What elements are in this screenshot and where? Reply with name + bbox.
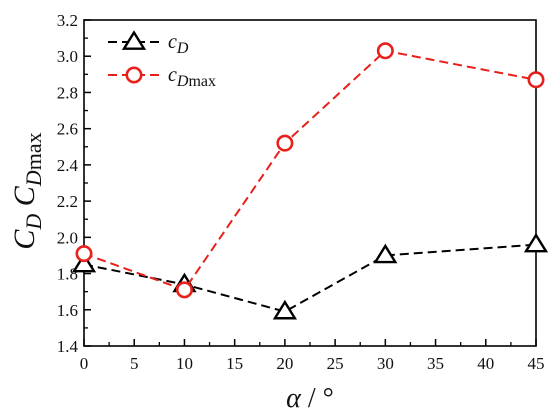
y-tick-label: 1.8 — [57, 265, 78, 284]
x-axis-title: α / ° — [286, 383, 334, 414]
series-line-cdmax — [83, 49, 537, 292]
data-point-circle — [175, 281, 193, 299]
y-tick-label: 2.8 — [57, 83, 78, 102]
x-tick-label: 40 — [477, 354, 494, 373]
series-line-cd — [83, 243, 537, 313]
y-tick-label: 2.4 — [57, 156, 79, 175]
plot-frame — [83, 19, 537, 347]
x-tick-label: 10 — [176, 354, 193, 373]
y-tick-label: 3.0 — [57, 47, 78, 66]
legend-entry: cDmax — [108, 64, 216, 90]
axes-frame — [83, 19, 537, 347]
data-point-triangle — [523, 232, 549, 253]
series-layer — [71, 42, 549, 320]
x-tick-label: 25 — [327, 354, 344, 373]
y-tick-label: 1.4 — [57, 337, 79, 356]
tick-labels: 0 5 10 15 20 25 30 35 40 45 1.4 1.6 1.8 2.0 2.2 2.4 2.6 2… — [57, 11, 545, 373]
axis-titles: α / ° CD CDmax — [8, 132, 334, 414]
y-tick-label: 2.0 — [57, 228, 78, 247]
x-tick-label: 0 — [80, 354, 89, 373]
x-tick-label: 35 — [427, 354, 444, 373]
x-tick-label: 30 — [377, 354, 394, 373]
data-point-triangle — [373, 243, 398, 264]
legend-marker-triangle — [121, 30, 147, 50]
tick-marks — [83, 19, 537, 347]
series-cdmax — [75, 42, 545, 299]
x-tick-label: 45 — [528, 354, 545, 373]
x-tick-label: 5 — [130, 354, 139, 373]
data-point-circle — [376, 42, 394, 60]
y-tick-label: 2.6 — [57, 120, 78, 139]
x-tick-label: 20 — [276, 354, 293, 373]
y-tick-label: 2.2 — [57, 192, 78, 211]
y-tick-label: 3.2 — [57, 11, 78, 30]
x-tick-label: 15 — [226, 354, 243, 373]
legend-marker-circle — [125, 66, 143, 84]
data-point-circle — [276, 134, 294, 152]
data-point-triangle — [272, 299, 298, 320]
data-point-circle — [75, 245, 93, 263]
data-point-triangle — [71, 252, 97, 273]
legend-label: cD — [168, 31, 189, 57]
series-cd — [71, 232, 549, 320]
y-tick-label: 1.6 — [57, 301, 78, 320]
legend: cD cDmax — [108, 30, 216, 90]
y-axis-title: CD CDmax — [8, 132, 46, 249]
legend-label: cDmax — [168, 64, 216, 90]
legend-entry: cD — [108, 30, 189, 57]
data-point-circle — [527, 71, 545, 89]
